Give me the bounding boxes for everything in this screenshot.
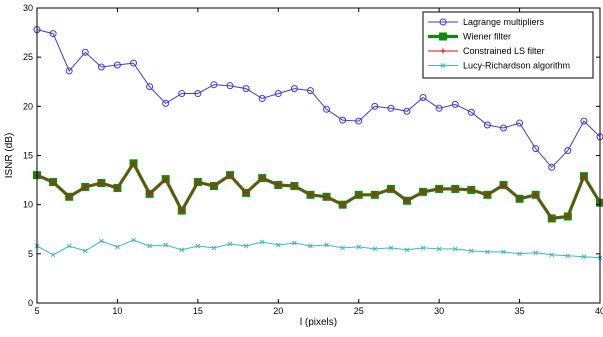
x-tick-label: 5 — [34, 306, 39, 316]
series-line — [37, 163, 600, 218]
y-tick-label: 15 — [23, 151, 33, 161]
series-line — [37, 240, 600, 258]
y-axis-label: ISNR (dB) — [4, 133, 15, 179]
x-tick-label: 15 — [193, 306, 203, 316]
legend-label: Wiener filter — [463, 32, 511, 42]
x-tick-label: 40 — [595, 306, 603, 316]
x-axis-label: l (pixels) — [300, 317, 337, 328]
data-point — [51, 253, 55, 257]
x-tick-label: 10 — [112, 306, 122, 316]
x-tick-label: 35 — [515, 306, 525, 316]
legend-marker — [440, 33, 447, 40]
legend-item: Wiener filter — [428, 32, 511, 42]
y-tick-label: 5 — [28, 249, 33, 259]
data-point — [132, 238, 136, 242]
x-tick-label: 25 — [354, 306, 364, 316]
series-wiener-filter — [34, 160, 603, 222]
y-tick-label: 25 — [23, 52, 33, 62]
series-lucy-richardson-algorithm — [35, 238, 602, 260]
data-point — [115, 245, 119, 249]
y-tick-label: 10 — [23, 200, 33, 210]
y-tick-label: 20 — [23, 101, 33, 111]
legend-label: Lagrange multipliers — [463, 17, 545, 27]
data-point — [99, 239, 103, 243]
x-tick-label: 30 — [434, 306, 444, 316]
y-tick-label: 0 — [28, 298, 33, 308]
x-tick-label: 20 — [273, 306, 283, 316]
legend-label: Constrained LS filter — [463, 46, 545, 56]
series-line — [37, 163, 600, 218]
legend-label: Lucy-Richardson algorithm — [463, 61, 570, 71]
legend: Lagrange multipliers Wiener filter Constra… — [423, 12, 593, 78]
y-tick-label: 30 — [23, 3, 33, 13]
